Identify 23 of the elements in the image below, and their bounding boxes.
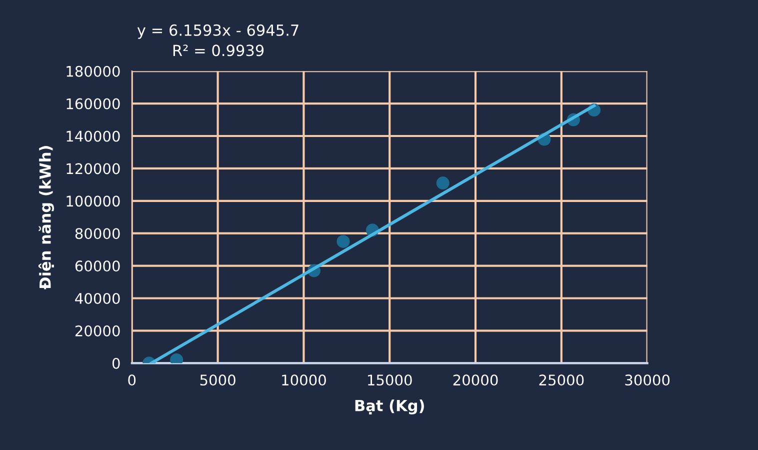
point [436,176,450,190]
y-tick-label: 60000 [75,260,120,272]
y-tick-label: 140000 [66,130,120,142]
y-tick-label: 40000 [75,292,120,304]
x-tick-label: 0 [128,374,136,386]
y-tick-label: 0 [112,358,120,369]
y-tick-label: 180000 [66,66,120,77]
point [336,234,350,248]
text: y = 6.1593x - 6945.7 [137,24,298,39]
y-tick-label: 120000 [66,163,120,174]
y-tick-label: 160000 [66,98,120,110]
y-tick-label: 20000 [75,325,120,336]
x-axis-title: Bạt (Kg) [355,399,424,414]
x-tick-label: 25000 [539,374,584,386]
x-tick-label: 5000 [200,374,236,386]
y-axis-title: Điện năng (kWh) [38,146,54,290]
y-tick-label: 100000 [66,196,120,207]
y-tick-label: 80000 [75,228,120,240]
x-tick-label: 10000 [282,374,326,386]
x-tick-label: 30000 [625,374,670,386]
x-tick-label: 20000 [453,374,498,386]
x-tick-label: 15000 [368,374,412,386]
text: R² = 0.9939 [173,44,264,56]
